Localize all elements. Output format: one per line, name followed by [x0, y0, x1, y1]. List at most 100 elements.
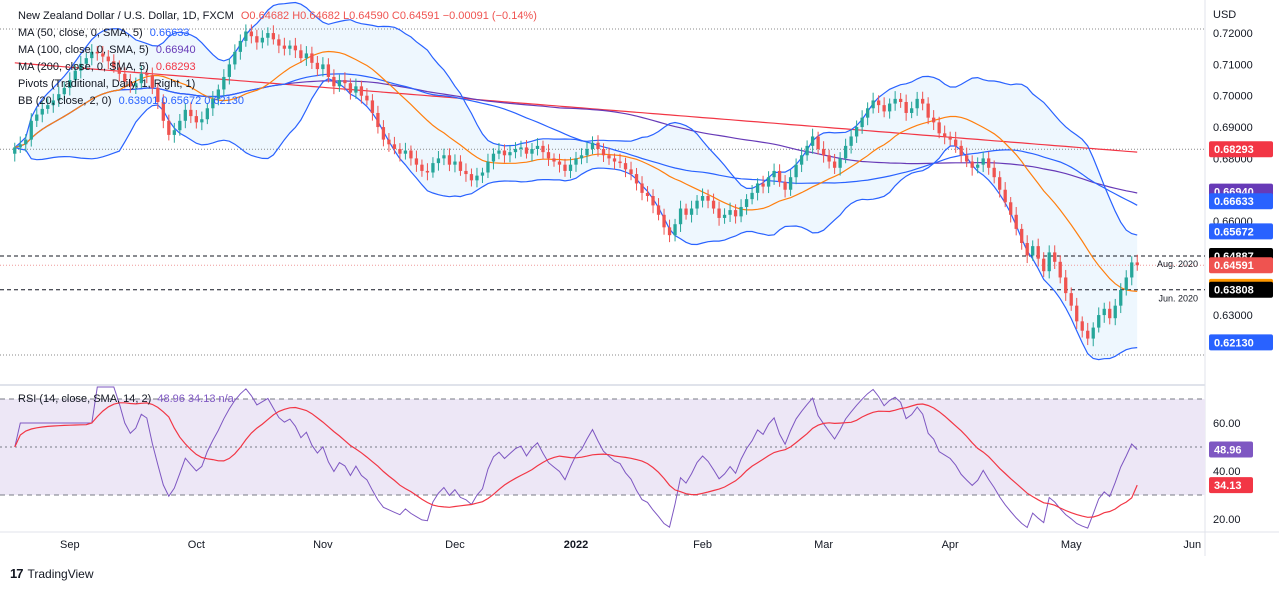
candle: [1080, 321, 1084, 331]
candle: [987, 158, 991, 168]
rsi-ma-line: [14, 402, 1138, 518]
indicator-pivots[interactable]: Pivots (Traditional, Daily, 1, Right, 1): [18, 76, 537, 93]
indicator-bb[interactable]: BB (20, close, 2, 0) 0.63901 0.65672 0.6…: [18, 93, 537, 110]
candle: [634, 174, 639, 184]
candle: [618, 161, 622, 164]
candle: [112, 61, 116, 68]
legend: New Zealand Dollar / U.S. Dollar, 1D, FX…: [18, 8, 537, 110]
candle: [381, 127, 386, 140]
candle: [35, 114, 39, 121]
candle: [766, 177, 771, 187]
candle: [414, 158, 419, 165]
candle: [585, 149, 589, 156]
candle: [255, 36, 259, 43]
candle: [524, 147, 529, 154]
last-price-label: 0.64591: [1214, 260, 1254, 272]
candle: [227, 64, 231, 77]
candle: [365, 95, 369, 101]
candle: [387, 139, 391, 145]
candle: [998, 177, 1002, 190]
candle: [976, 164, 980, 168]
candle: [502, 150, 507, 156]
candle: [189, 109, 193, 117]
candle: [678, 208, 683, 225]
candle: [629, 169, 633, 175]
rsi-pane: [0, 386, 1205, 529]
candle: [222, 76, 226, 90]
candle: [425, 170, 430, 173]
candle: [541, 145, 545, 153]
candle: [1108, 308, 1112, 319]
pivot-lower-label: Jun. 2020: [1158, 294, 1198, 304]
rsi-ma-value-label: 34.13: [1214, 480, 1242, 492]
candle: [453, 161, 457, 165]
indicator-ma100[interactable]: MA (100, close, 0, SMA, 5) 0.66940: [18, 42, 537, 59]
candle: [750, 192, 754, 200]
candle: [717, 208, 721, 218]
candle: [211, 98, 215, 109]
candle: [249, 31, 254, 37]
candle: [992, 167, 996, 178]
rsi-legend[interactable]: RSI (14, close, SMA, 14, 2) 48.96 34.13 …: [18, 393, 234, 405]
candle: [871, 100, 875, 109]
time-tick-label: Nov: [313, 539, 333, 551]
candle: [145, 73, 149, 76]
indicator-ma50[interactable]: MA (50, close, 0, SMA, 5) 0.66633: [18, 25, 537, 42]
candle: [233, 51, 237, 65]
candle: [469, 174, 474, 181]
candle: [1086, 330, 1090, 339]
candle: [150, 75, 154, 88]
candle: [937, 122, 941, 134]
ohlc-values: O0.64682 H0.64682 L0.64590 C0.64591 −0.0…: [240, 10, 537, 22]
candle: [73, 70, 77, 81]
indicator-ma200[interactable]: MA (200, close, 0, SMA, 5) 0.68293: [18, 59, 537, 76]
candle: [139, 73, 143, 84]
candle: [893, 98, 897, 104]
currency-label: USD: [1213, 9, 1236, 21]
candle: [442, 155, 446, 159]
candle: [794, 164, 798, 178]
time-tick-label: Feb: [693, 539, 712, 551]
candle: [354, 86, 358, 93]
candle: [497, 150, 501, 154]
brand-name: TradingView: [27, 566, 94, 581]
candle: [1047, 252, 1051, 272]
candle: [95, 51, 99, 54]
rsi-value-label: 48.96: [1214, 444, 1242, 456]
candle: [337, 80, 342, 87]
candle: [954, 139, 958, 146]
candle: [761, 183, 765, 187]
candle: [392, 144, 397, 149]
candle: [772, 170, 776, 178]
candle: [1025, 243, 1029, 256]
candle: [838, 158, 842, 168]
candle: [101, 53, 105, 57]
candle: [244, 31, 248, 41]
candle: [943, 133, 947, 137]
candle: [513, 149, 518, 153]
candle: [865, 108, 870, 118]
candle: [706, 196, 710, 201]
candle: [178, 120, 182, 131]
price-tick-label: 0.72000: [1213, 28, 1253, 40]
rsi-values: 48.96 34.13 n/a: [157, 393, 234, 405]
time-tick-label: Dec: [445, 539, 465, 551]
candle: [739, 206, 743, 217]
candle: [882, 105, 886, 112]
candle: [932, 117, 936, 123]
candle: [1069, 293, 1073, 306]
candle: [1058, 261, 1062, 278]
candle: [348, 83, 353, 93]
candle: [436, 158, 441, 164]
candle: [464, 170, 468, 175]
candle: [310, 53, 314, 63]
candle: [1075, 305, 1079, 322]
ma50-price-label-bg: [1209, 193, 1273, 210]
rsi-value-label-bg: [1209, 441, 1253, 458]
candle: [480, 172, 485, 176]
last-price-label-bg: [1209, 257, 1273, 274]
candle: [398, 149, 402, 154]
bb-lower-price-label-bg: [1209, 334, 1273, 351]
